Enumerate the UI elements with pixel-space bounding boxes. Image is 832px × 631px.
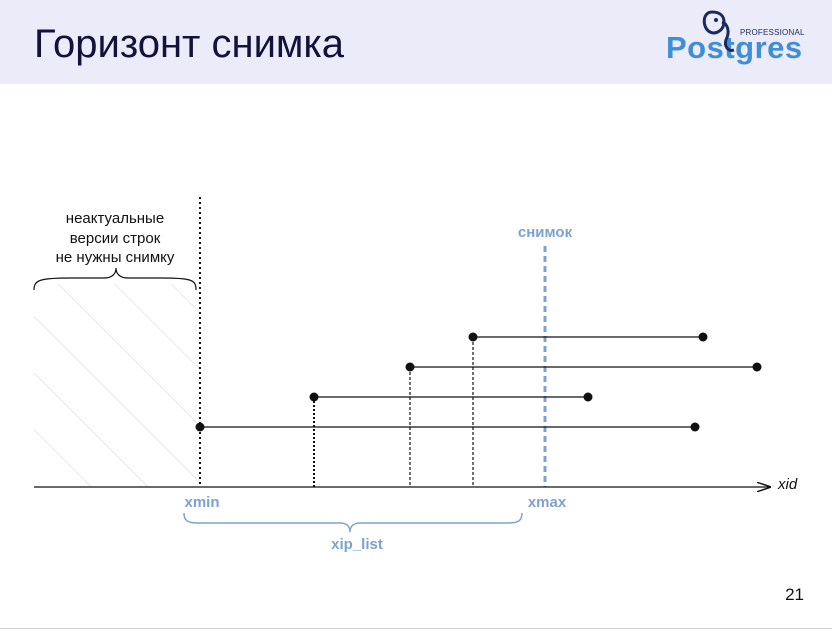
xmin-label: xmin <box>184 494 219 511</box>
tx-end-dot-3 <box>583 392 593 402</box>
tx-end-dot-2 <box>752 362 762 372</box>
slide-title: Горизонт снимка <box>34 22 345 66</box>
note-line-2: версии строк <box>70 230 161 247</box>
slide-header: Горизонт снимка PROFESSIONAL Postgres <box>0 0 832 84</box>
snapshot-label: снимок <box>518 224 573 241</box>
tx-end-dot-4 <box>690 422 700 432</box>
note-line-1: неактуальные <box>66 210 164 227</box>
obsolete-area <box>34 284 200 487</box>
tx-end-dot-1 <box>698 332 708 342</box>
note-brace <box>33 267 197 291</box>
tx-start-dot-1 <box>468 332 478 342</box>
note-line-3: не нужны снимку <box>56 249 175 266</box>
xip-list-brace <box>183 512 523 533</box>
xid-axis-label: xid <box>777 476 798 493</box>
tx-start-dot-3 <box>309 392 319 402</box>
footer-divider <box>0 628 832 629</box>
elephant-logo-icon <box>702 10 735 52</box>
tx-start-dot-2 <box>405 362 415 372</box>
page-number: 21 <box>785 585 804 604</box>
xmax-label: xmax <box>528 494 567 511</box>
xip-list-label: xip_list <box>331 536 383 553</box>
logo-postgres-text: Postgres <box>666 30 803 65</box>
tx-start-dot-4 <box>195 422 205 432</box>
logo-professional-text: PROFESSIONAL <box>740 28 805 37</box>
